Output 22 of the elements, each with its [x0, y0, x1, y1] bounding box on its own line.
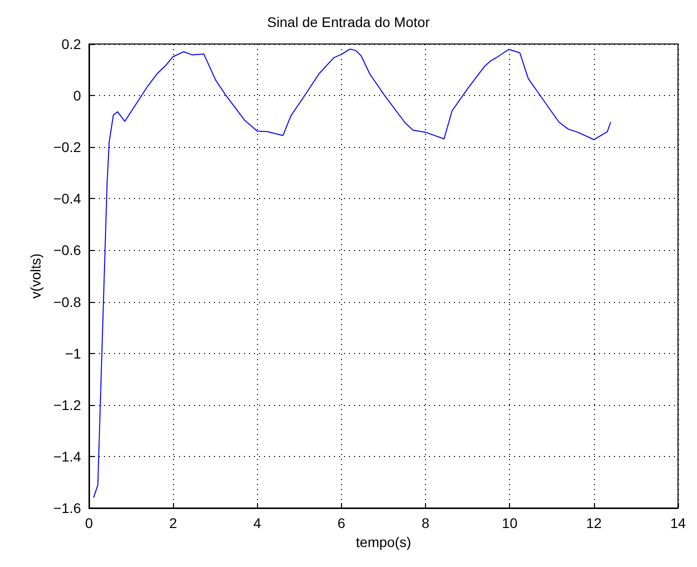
y-tick-label: −0.2	[53, 139, 82, 156]
y-tick-label: −0.8	[53, 294, 82, 310]
x-tick-label: 0	[85, 515, 94, 531]
y-tick-label: −0.4	[53, 190, 82, 207]
y-tick-label: 0	[73, 88, 82, 104]
y-tick-label: −1.6	[53, 500, 82, 516]
line-series	[93, 48, 612, 498]
x-tick-label: 6	[338, 515, 346, 531]
x-tick-label: 4	[253, 515, 262, 531]
y-tick-label: 0.2	[62, 36, 82, 52]
chart-title: Sinal de Entrada do Motor	[267, 14, 430, 30]
y-tick-label: −1.2	[53, 396, 82, 413]
y-axis-title: v(volts)	[27, 253, 44, 299]
x-tick-label: 8	[422, 515, 430, 531]
x-tick-label: 14	[670, 515, 686, 531]
y-tick-label: −1	[65, 345, 82, 362]
x-tick-label: 10	[502, 515, 518, 531]
y-tick-label: −1.4	[53, 448, 82, 464]
x-tick-label: 2	[169, 515, 178, 531]
y-tick-label: −0.6	[53, 242, 82, 258]
x-axis-title: tempo(s)	[356, 534, 412, 550]
x-tick-label: 12	[586, 515, 602, 531]
